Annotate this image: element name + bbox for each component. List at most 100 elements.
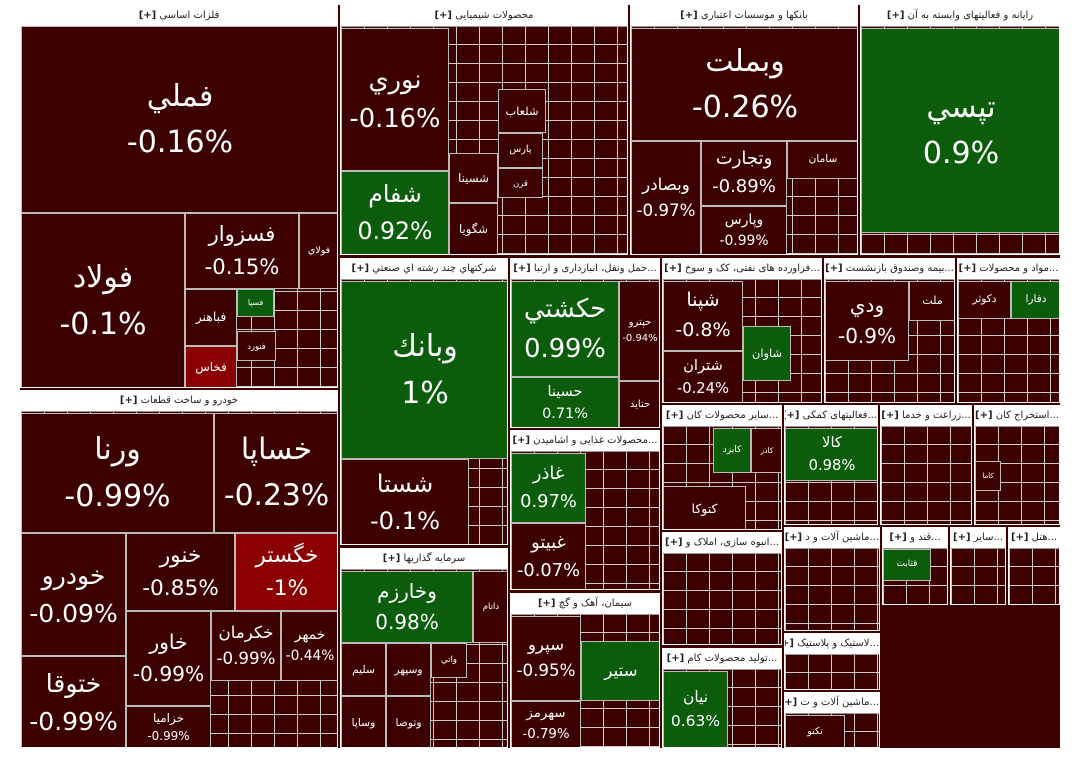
stock-symbol: وبملت: [705, 43, 785, 79]
stock-symbol: سهرمز: [526, 706, 566, 722]
expand-button[interactable]: [+]: [665, 410, 684, 421]
sector: ...ماشین آلات و ت [+] تكنو: [784, 692, 880, 748]
expand-button[interactable]: [+]: [785, 697, 798, 708]
stock-tile: فباهنر: [185, 289, 237, 346]
stock-symbol: وبانك: [392, 329, 458, 364]
expand-button[interactable]: [+]: [138, 10, 157, 21]
stock-change: -0.79%: [522, 727, 570, 742]
stock-tile: ملت: [909, 281, 954, 321]
stock-tile: شپنا -0.8%: [663, 281, 743, 351]
expand-button[interactable]: [+]: [680, 10, 698, 21]
stock-tile: نوري -0.16%: [341, 28, 449, 171]
expand-button[interactable]: [+]: [886, 10, 905, 21]
sector-title: ...ماشین آلات و د: [805, 532, 879, 543]
expand-button[interactable]: [+]: [785, 410, 800, 421]
stock-symbol: فسپا: [247, 298, 264, 308]
expand-button[interactable]: [+]: [665, 537, 683, 548]
expand-button[interactable]: [+]: [513, 263, 531, 274]
stock-tile: خگستر -1%: [235, 533, 337, 611]
stock-change: -0.16%: [349, 104, 441, 135]
stock-tile: كالا 0.98%: [785, 428, 877, 481]
expand-button[interactable]: [+]: [666, 653, 685, 664]
sector-header: ...حمل ونقل، انبارداری و ارتبا [+]: [511, 259, 659, 280]
stock-change: -0.8%: [675, 318, 731, 341]
stock-tile: شلعاب: [498, 89, 546, 133]
expand-button[interactable]: [+]: [958, 263, 977, 274]
stock-symbol: ستير: [604, 660, 638, 680]
stock-tile: ودي -0.9%: [825, 281, 909, 361]
stock-symbol: حكشتي: [523, 294, 607, 324]
sector-title: ...سایر محصولات کان: [686, 410, 779, 421]
expand-button[interactable]: [+]: [434, 10, 453, 21]
stock-tile: وتوصا: [386, 696, 431, 747]
stock-symbol: شتران: [683, 356, 723, 374]
stock-tile: حسينا 0.71%: [511, 377, 619, 427]
expand-button[interactable]: [+]: [889, 532, 907, 543]
sector: ...مواد و محصولات [+] دفارا دكوثر: [957, 258, 1060, 403]
stock-change: -0.9%: [837, 324, 897, 348]
expand-button[interactable]: [+]: [975, 410, 993, 421]
stock-tile: سليم: [341, 643, 386, 696]
sector-header: ...قند و [+]: [883, 528, 947, 549]
sector-header: ...ماشین آلات و د [+]: [785, 528, 879, 549]
sector-title: ...سایر: [973, 532, 1003, 543]
stock-symbol: خزامیا: [153, 710, 184, 725]
sector-header: ...بیمه وصندوق بازنشست [+]: [825, 259, 954, 280]
expand-button[interactable]: [+]: [537, 598, 556, 609]
sector-title: سرمایه گذاریها: [403, 553, 466, 564]
expand-button[interactable]: [+]: [664, 263, 682, 274]
stock-symbol: كتوكا: [691, 500, 718, 516]
sector-title: ...فراورده های نفتی، کک و سوخ: [684, 263, 820, 274]
expand-button[interactable]: [+]: [512, 435, 531, 446]
stock-change: 0.99%: [524, 333, 606, 364]
stock-change: -0.99%: [29, 707, 118, 737]
sector-title: ...قند و: [910, 532, 941, 543]
stock-symbol: شگويا: [458, 222, 489, 237]
stock-symbol: شسينا: [458, 170, 489, 185]
stock-symbol: كاما: [982, 471, 994, 480]
expand-button[interactable]: [+]: [825, 263, 843, 274]
stock-symbol: ختوقا: [45, 668, 102, 698]
stock-tile: غاذر 0.97%: [511, 453, 586, 523]
stock-tile: پارس: [498, 133, 543, 168]
expand-button[interactable]: [+]: [119, 395, 138, 406]
expand-button[interactable]: [+]: [1010, 532, 1029, 543]
sector: ...محصولات غذایی و اشامیدن [+] غاذر 0.97% غ…: [510, 430, 660, 590]
stock-change: -1%: [265, 576, 309, 602]
stock-tile: قرن: [498, 168, 543, 198]
stock-change: -0.94%: [622, 332, 658, 344]
stock-tile: خاور -0.99%: [126, 611, 211, 706]
expand-button[interactable]: [+]: [351, 263, 370, 274]
stock-tile: شسينا: [449, 153, 498, 203]
sector-header: ...تولید محصولات کام [+]: [663, 649, 781, 670]
stock-symbol: كاذر: [760, 445, 774, 455]
stock-symbol: واتي: [440, 655, 458, 666]
expand-button[interactable]: [+]: [785, 532, 803, 543]
stock-symbol: ودي: [849, 293, 885, 317]
sector-title: ...حمل ونقل، انبارداری و ارتبا: [533, 263, 657, 274]
stock-change: -0.85%: [142, 576, 219, 602]
stock-tile: وبانك 1%: [341, 281, 507, 459]
stock-symbol: وتوصا: [395, 715, 422, 729]
expand-button[interactable]: [+]: [881, 410, 899, 421]
stock-tile: شستا -0.1%: [341, 459, 469, 544]
stock-tile: فسزوار -0.15%: [185, 213, 299, 289]
stock-tile: فملي -0.16%: [21, 26, 337, 213]
sector-header: ...سایر محصولات کان [+]: [663, 406, 781, 427]
expand-button[interactable]: [+]: [953, 532, 971, 543]
expand-button[interactable]: [+]: [785, 638, 794, 649]
sector-title: محصولات شیمیایی: [455, 10, 534, 21]
stock-symbol: خساپا: [240, 432, 313, 468]
sector: بانکها و موسسات اعتباری [+] وبملت -0.26% وب…: [630, 5, 858, 255]
sector-title: بانکها و موسسات اعتباری: [700, 10, 808, 21]
stock-tile: خزامیا -0.99%: [126, 706, 211, 747]
sector: ...بیمه وصندوق بازنشست [+] ودي -0.9% ملت: [824, 258, 955, 403]
expand-button[interactable]: [+]: [382, 553, 401, 564]
stock-symbol: پارس: [509, 144, 532, 156]
stock-tile: نيان 0.63%: [663, 671, 728, 747]
stock-tile: خمهر -0.44%: [281, 611, 337, 681]
stock-change: -0.24%: [676, 379, 730, 397]
stock-tile: ورنا -0.99%: [21, 413, 214, 533]
sector-header: ...هتل [+]: [1009, 528, 1059, 549]
treemap: فلزات اساسی [+] فملي -0.16% فولاد -0.1% فسزوا…: [20, 5, 1060, 748]
